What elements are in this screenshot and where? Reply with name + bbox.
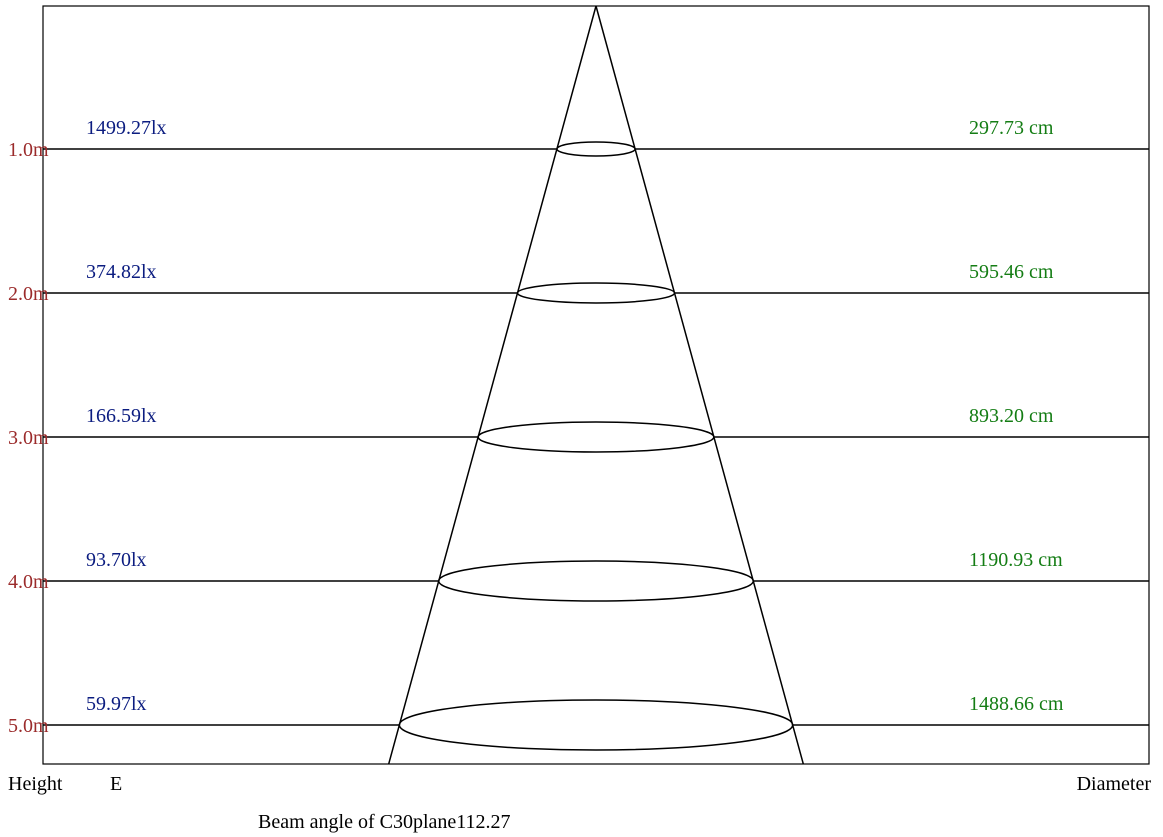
diameter-label: 893.20 cm — [969, 405, 1054, 427]
cone-right-edge — [595, 5, 805, 765]
illuminance-label: 1499.27lx — [86, 117, 167, 139]
beam-ellipse — [516, 282, 676, 304]
illuminance-label: 374.82lx — [86, 261, 157, 283]
beam-cone — [387, 5, 805, 765]
diameter-label: 1488.66 cm — [969, 693, 1064, 715]
diameter-label: 1190.93 cm — [969, 549, 1063, 571]
height-label: 3.0m — [8, 427, 49, 449]
illuminance-label: 93.70lx — [86, 549, 147, 571]
cone-left-edge — [387, 5, 597, 765]
height-label: 4.0m — [8, 571, 49, 593]
levels-layer: 1.0m 1499.27lx 297.73 cm 2.0m 374.82lx 595.46… — [8, 117, 1149, 751]
beam-ellipse — [556, 141, 636, 157]
diameter-label: 595.46 cm — [969, 261, 1054, 283]
diameter-column-header: Diameter — [1077, 773, 1152, 795]
illuminance-label: 59.97lx — [86, 693, 147, 715]
height-column-header: Height — [8, 773, 63, 795]
height-label: 2.0m — [8, 283, 49, 305]
diameter-label: 297.73 cm — [969, 117, 1054, 139]
beam-ellipse — [398, 699, 794, 751]
beam-angle-caption: Beam angle of C30plane112.27 — [258, 811, 511, 833]
height-label: 5.0m — [8, 715, 49, 737]
illuminance-label: 166.59lx — [86, 405, 157, 427]
illuminance-column-header: E — [110, 773, 122, 795]
beam-ellipse — [477, 421, 715, 453]
beam-ellipse — [437, 560, 755, 602]
height-label: 1.0m — [8, 139, 49, 161]
